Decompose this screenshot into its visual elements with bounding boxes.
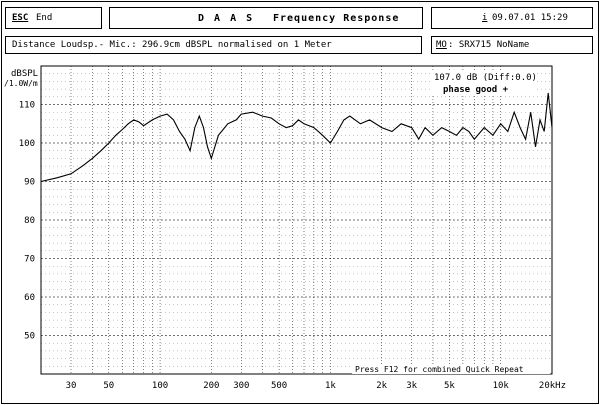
y-tick-label: 100 <box>19 139 35 149</box>
y-tick-label: 60 <box>24 293 35 303</box>
x-tick-label: 5k <box>444 381 455 391</box>
y-tick-labels: 50 60 70 80 90 100 110 <box>19 101 35 342</box>
x-tick-label: 1k <box>325 381 336 391</box>
measurement-info-bar: Distance Loudsp.- Mic.: 296.9cm dBSPL no… <box>5 36 422 54</box>
major-grid <box>41 104 552 336</box>
y-tick-label: 90 <box>24 178 35 188</box>
model-name: : SRX715 NoName <box>448 40 530 50</box>
datetime-panel: i 09.07.01 15:29 <box>431 7 593 29</box>
esc-key-label: ESC <box>12 13 29 23</box>
page-title: Frequency Response <box>273 13 400 24</box>
datetime: 09.07.01 15:29 <box>492 13 568 23</box>
x-tick-label: 300 <box>233 381 249 391</box>
y-tick-label: 80 <box>24 216 35 226</box>
series-line <box>40 92 553 183</box>
model-panel[interactable]: MO : SRX715 NoName <box>431 36 593 54</box>
x-tick-label: 20kHz <box>539 381 566 391</box>
footer-background <box>352 365 550 374</box>
x-tick-label: 500 <box>271 381 287 391</box>
overlay-background <box>430 70 534 94</box>
esc-end-button[interactable]: ESC End <box>5 7 102 29</box>
x-tick-label: 100 <box>152 381 168 391</box>
y-tick-label: 110 <box>19 101 35 111</box>
end-label: End <box>36 13 53 23</box>
x-tick-label: 50 <box>103 381 114 391</box>
x-tick-label: 2k <box>376 381 387 391</box>
y-axis-label: dBSPL <box>11 69 38 79</box>
level-readout: 107.0 dB (Diff:0.0) <box>434 73 537 83</box>
y-axis-unit: /1.0W/m <box>4 79 38 88</box>
x-tick-label: 30 <box>66 381 77 391</box>
y-tick-label: 70 <box>24 255 35 265</box>
plot-border <box>40 65 553 375</box>
phase-status: phase good + <box>443 85 509 95</box>
app-name: D A A S <box>198 13 255 24</box>
x-tick-label: 200 <box>203 381 219 391</box>
quick-repeat-hint: Press F12 for combined Quick Repeat <box>355 365 524 374</box>
y-tick-label: 50 <box>24 332 35 342</box>
mo-key-label: MO <box>436 40 447 50</box>
x-tick-label: 3k <box>406 381 417 391</box>
x-tick-label: 10k <box>493 381 510 391</box>
info-icon[interactable]: i <box>482 13 488 23</box>
measurement-info: Distance Loudsp.- Mic.: 296.9cm dBSPL no… <box>12 40 332 50</box>
x-tick-labels: 30 50 100 200 300 500 1k 2k 3k 5k 10k 20kHz <box>66 381 566 391</box>
title-bar: D A A S Frequency Response <box>109 7 423 29</box>
